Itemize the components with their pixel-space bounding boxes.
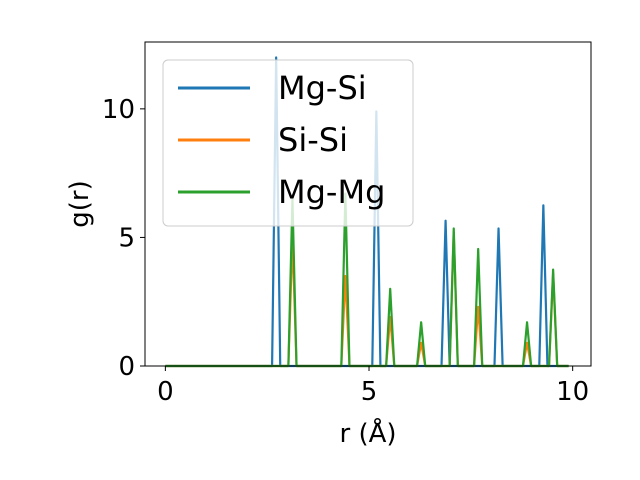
x-tick-label: 10 (556, 377, 589, 407)
legend-label-si-si: Si-Si (278, 121, 348, 159)
x-axis: 0 5 10 (157, 366, 589, 407)
legend-label-mg-si: Mg-Si (278, 69, 367, 107)
plot-frame (144, 41, 592, 367)
series-line-mg-si (165, 56, 569, 368)
legend-box (162, 59, 414, 227)
x-tick-label: 0 (157, 377, 174, 407)
y-axis-label: g(r) (65, 180, 95, 227)
y-tick-label: 5 (118, 223, 135, 253)
x-tick-label: 5 (361, 377, 378, 407)
legend: Mg-Si Si-Si Mg-Mg (162, 59, 414, 227)
series-line-si-si (165, 231, 569, 368)
y-tick-label: 0 (118, 352, 135, 382)
y-axis: 0 5 10 (102, 95, 145, 382)
legend-label-mg-mg: Mg-Mg (278, 173, 385, 211)
y-tick-label: 10 (102, 95, 135, 125)
x-axis-label: r (Å) (339, 417, 396, 449)
